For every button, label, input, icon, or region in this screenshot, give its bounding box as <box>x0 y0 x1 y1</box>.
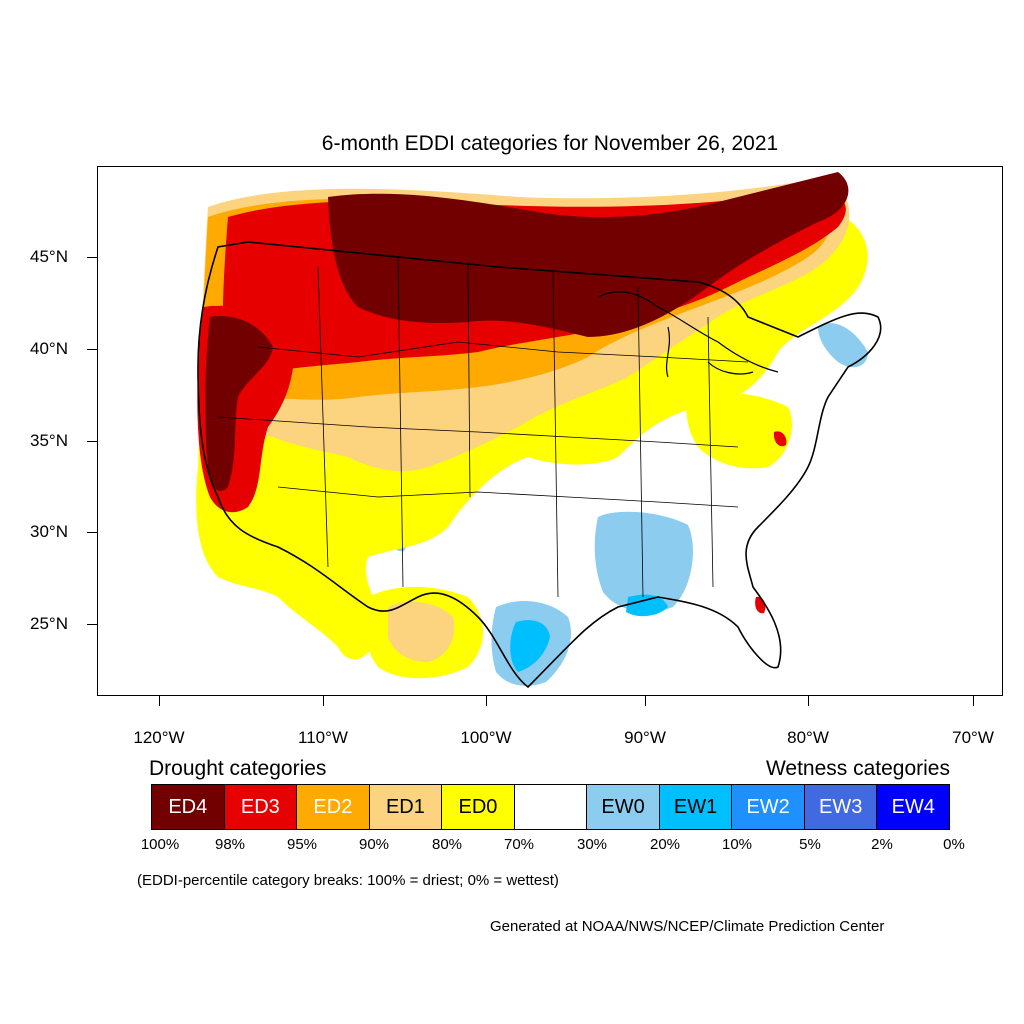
boundaries <box>197 241 882 689</box>
state-lines <box>217 256 749 598</box>
lat-tick <box>87 257 97 258</box>
wetness-categories-heading: Wetness categories <box>765 757 950 780</box>
legend-label: ED4 <box>168 795 208 818</box>
ew1-region-gulf-coast <box>626 594 668 617</box>
legend-swatch-ed1: ED1 <box>369 785 443 829</box>
lat-tick <box>87 532 97 533</box>
percentile-break: 0% <box>943 836 965 853</box>
legend-swatch-ew0: EW0 <box>587 785 660 829</box>
percentile-break: 30% <box>576 836 608 853</box>
ed1-region-central-texas <box>388 601 455 662</box>
legend-swatch-ed4: ED4 <box>152 785 225 829</box>
percentile-break: 20% <box>649 836 681 853</box>
lat-label-45: 45°N <box>30 247 68 266</box>
lat-tick <box>87 349 97 350</box>
ed4-region-california <box>205 316 273 491</box>
great-lakes <box>597 291 779 378</box>
legend-swatch-ed2: ED2 <box>297 785 370 829</box>
percentile-break: 2% <box>871 836 893 853</box>
legend-label: ED1 <box>385 795 425 818</box>
percentile-break: 10% <box>721 836 753 853</box>
legend-swatch-ew1: EW1 <box>659 785 733 829</box>
conus-outline <box>197 241 882 689</box>
percentile-break: 5% <box>799 836 821 853</box>
ew1-region-texas-coast <box>510 620 550 672</box>
eddi-map <box>97 166 1003 696</box>
percentile-break: 90% <box>358 836 390 853</box>
percentile-break: 95% <box>286 836 318 853</box>
legend-label: EW2 <box>746 795 790 818</box>
lon-label-110w: 110°W <box>298 728 348 747</box>
lon-tick <box>973 696 974 706</box>
lon-label-100w: 100°W <box>460 728 512 747</box>
lon-tick <box>645 696 646 706</box>
lat-label-25: 25°N <box>30 614 68 633</box>
lon-label-90w: 90°W <box>624 728 666 747</box>
lon-label-70w: 70°W <box>952 728 994 747</box>
legend-swatch-ew4: EW4 <box>877 785 950 829</box>
lon-label-80w: 80°W <box>787 728 829 747</box>
lon-tick <box>486 696 487 706</box>
legend-label: ED3 <box>240 795 280 818</box>
lat-label-40: 40°N <box>30 339 68 358</box>
category-breaks-note: (EDDI-percentile category breaks: 100% =… <box>137 872 559 889</box>
legend-swatch-ed3: ED3 <box>224 785 298 829</box>
legend-label: EW1 <box>673 795 718 818</box>
map-title: 6-month EDDI categories for November 26,… <box>321 132 779 155</box>
ed3-region-virginia <box>773 431 787 447</box>
lat-tick <box>87 441 97 442</box>
ew0-region-mississippi <box>594 511 693 612</box>
lon-label-120w: 120°W <box>133 728 185 747</box>
legend-swatch-ew3: EW3 <box>804 785 878 829</box>
percentile-break: 70% <box>503 836 535 853</box>
drought-categories-heading: Drought categories <box>149 757 327 780</box>
lon-tick <box>808 696 809 706</box>
lon-tick <box>159 696 160 706</box>
drought-regions <box>196 172 868 679</box>
legend-swatch-ew2: EW2 <box>732 785 805 829</box>
ew0-region-northeast <box>818 323 868 368</box>
percentile-break: 100% <box>140 836 180 853</box>
legend-label: ED2 <box>313 795 353 818</box>
conus-map-svg <box>196 172 882 689</box>
legend-label: EW3 <box>819 795 863 818</box>
legend-label: ED0 <box>458 795 498 818</box>
lat-label-30: 30°N <box>30 522 68 541</box>
ed3-region-florida <box>755 596 766 614</box>
category-legend-bar: ED4 ED3 ED2 ED1 ED0 EW0 EW1 EW2 EW3 EW4 <box>151 784 950 830</box>
legend-swatch-neutral <box>514 785 588 829</box>
lon-tick <box>323 696 324 706</box>
credit-line: Generated at NOAA/NWS/NCEP/Climate Predi… <box>490 918 885 935</box>
legend-label: EW0 <box>601 795 645 818</box>
lat-tick <box>87 624 97 625</box>
legend-swatch-ed0: ED0 <box>442 785 515 829</box>
percentile-break: 98% <box>214 836 246 853</box>
percentile-break: 80% <box>431 836 463 853</box>
lat-label-35: 35°N <box>30 431 68 450</box>
ed0-region-ohio-valley <box>686 392 792 469</box>
legend-label: EW4 <box>891 795 935 818</box>
ed4-region-northern-plains <box>328 172 849 337</box>
